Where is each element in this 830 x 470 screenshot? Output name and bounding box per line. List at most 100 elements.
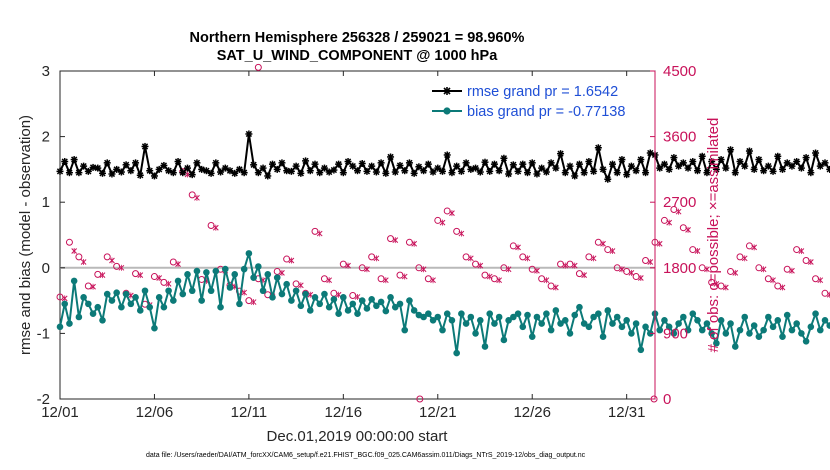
obs-assimilated-marker <box>61 295 68 302</box>
rmse-point <box>439 167 446 175</box>
bias-point <box>514 310 522 318</box>
bias-point <box>731 343 739 350</box>
rmse-point <box>538 164 546 172</box>
bias-point <box>821 316 829 324</box>
rmse-point <box>679 159 687 167</box>
rmse-point <box>623 171 631 179</box>
rmse-point <box>812 149 820 157</box>
rmse-point <box>169 169 177 177</box>
y-left-tick-label: 1 <box>42 194 50 211</box>
bias-point <box>80 294 87 301</box>
rmse-point <box>174 158 182 166</box>
rmse-point <box>316 169 324 177</box>
bias-point <box>524 311 531 319</box>
rmse-point <box>802 154 810 162</box>
rmse-point <box>363 167 371 175</box>
rmse-point <box>235 165 243 173</box>
bias-point <box>505 316 512 324</box>
bias-point <box>151 324 158 332</box>
bias-point <box>472 330 479 337</box>
rmse-point <box>481 158 489 166</box>
y-axis-left-label: rmse and bias (model - observation) <box>17 115 34 355</box>
rmse-point <box>505 170 513 178</box>
bias-point <box>694 316 701 324</box>
obs-assimilated-marker <box>477 262 484 269</box>
rmse-point <box>717 156 725 164</box>
rmse-point <box>519 160 527 168</box>
rmse-point <box>368 162 376 170</box>
rmse-point <box>377 159 385 167</box>
obs-assimilated-marker <box>524 255 531 262</box>
rmse-point <box>70 156 78 164</box>
rmse-point <box>108 170 116 178</box>
bias-point <box>585 323 593 331</box>
bias-point <box>670 330 678 337</box>
obs-assimilated-marker <box>798 248 805 255</box>
rmse-point <box>590 167 598 175</box>
y-axis-right: 0 900 1800 2700 3600 4500 <box>650 63 696 408</box>
bias-point <box>203 269 210 276</box>
bias-point <box>434 313 442 321</box>
obs-assimilated-marker <box>109 257 115 264</box>
bias-point <box>519 323 527 331</box>
bias-point <box>250 274 257 281</box>
rmse-point <box>453 162 461 170</box>
bias-point <box>259 287 267 295</box>
rmse-point <box>184 164 191 172</box>
y-right-tick-label: 0 <box>663 391 671 408</box>
rmse-point <box>708 158 716 166</box>
bias-point <box>292 287 300 295</box>
obs-assimilated-marker <box>496 277 503 284</box>
rmse-point <box>712 165 720 173</box>
rmse-point <box>410 169 418 177</box>
obs-assimilated-marker <box>675 208 682 215</box>
bias-point <box>609 320 616 327</box>
bias-point <box>382 307 390 315</box>
rmse-point <box>793 158 801 166</box>
bias-point <box>443 310 451 318</box>
bias-point <box>236 300 243 308</box>
rmse-point <box>500 154 508 162</box>
bias-point <box>89 310 97 318</box>
bias-point <box>103 290 111 298</box>
y-left-tick-label: 0 <box>42 260 50 277</box>
rmse-point <box>354 167 361 175</box>
bias-point <box>675 320 682 327</box>
rmse-point <box>613 169 621 177</box>
rmse-point <box>769 167 777 175</box>
bias-point <box>576 303 583 311</box>
bias-point <box>269 294 276 301</box>
legend-bias-label: bias grand pr = -0.77138 <box>467 104 625 120</box>
rmse-point <box>420 167 428 175</box>
rmse-point <box>609 160 616 168</box>
bias-point <box>528 333 536 340</box>
y-left-tick-label: -2 <box>37 391 50 408</box>
bias-point <box>283 280 290 288</box>
bias-point <box>188 287 196 295</box>
obs-assimilated-marker <box>600 240 606 247</box>
bias-point <box>118 303 125 311</box>
obs-assimilated-marker <box>279 269 285 276</box>
bias-point <box>642 323 649 331</box>
rmse-point <box>684 164 692 172</box>
bias-point <box>798 330 805 337</box>
rmse-point <box>462 159 470 167</box>
rmse-point <box>136 171 144 179</box>
bias-point <box>363 305 371 312</box>
bias-point <box>618 323 626 331</box>
bias-point <box>826 322 830 329</box>
bias-point <box>165 287 172 295</box>
obs-assimilated-marker <box>581 272 588 279</box>
bias-point <box>70 277 78 285</box>
bias-point <box>595 310 602 318</box>
rmse-point <box>434 164 442 172</box>
rmse-point <box>557 150 565 158</box>
obs-assimilated-marker <box>817 277 824 284</box>
bias-point <box>755 333 763 340</box>
obs-assimilated-marker <box>779 284 786 291</box>
bias-point <box>760 326 767 334</box>
obs-assimilated-marker <box>354 293 361 300</box>
obs-assimilated-marker <box>382 277 389 284</box>
obs-assimilated-marker <box>694 248 701 255</box>
rmse-point <box>330 166 338 174</box>
